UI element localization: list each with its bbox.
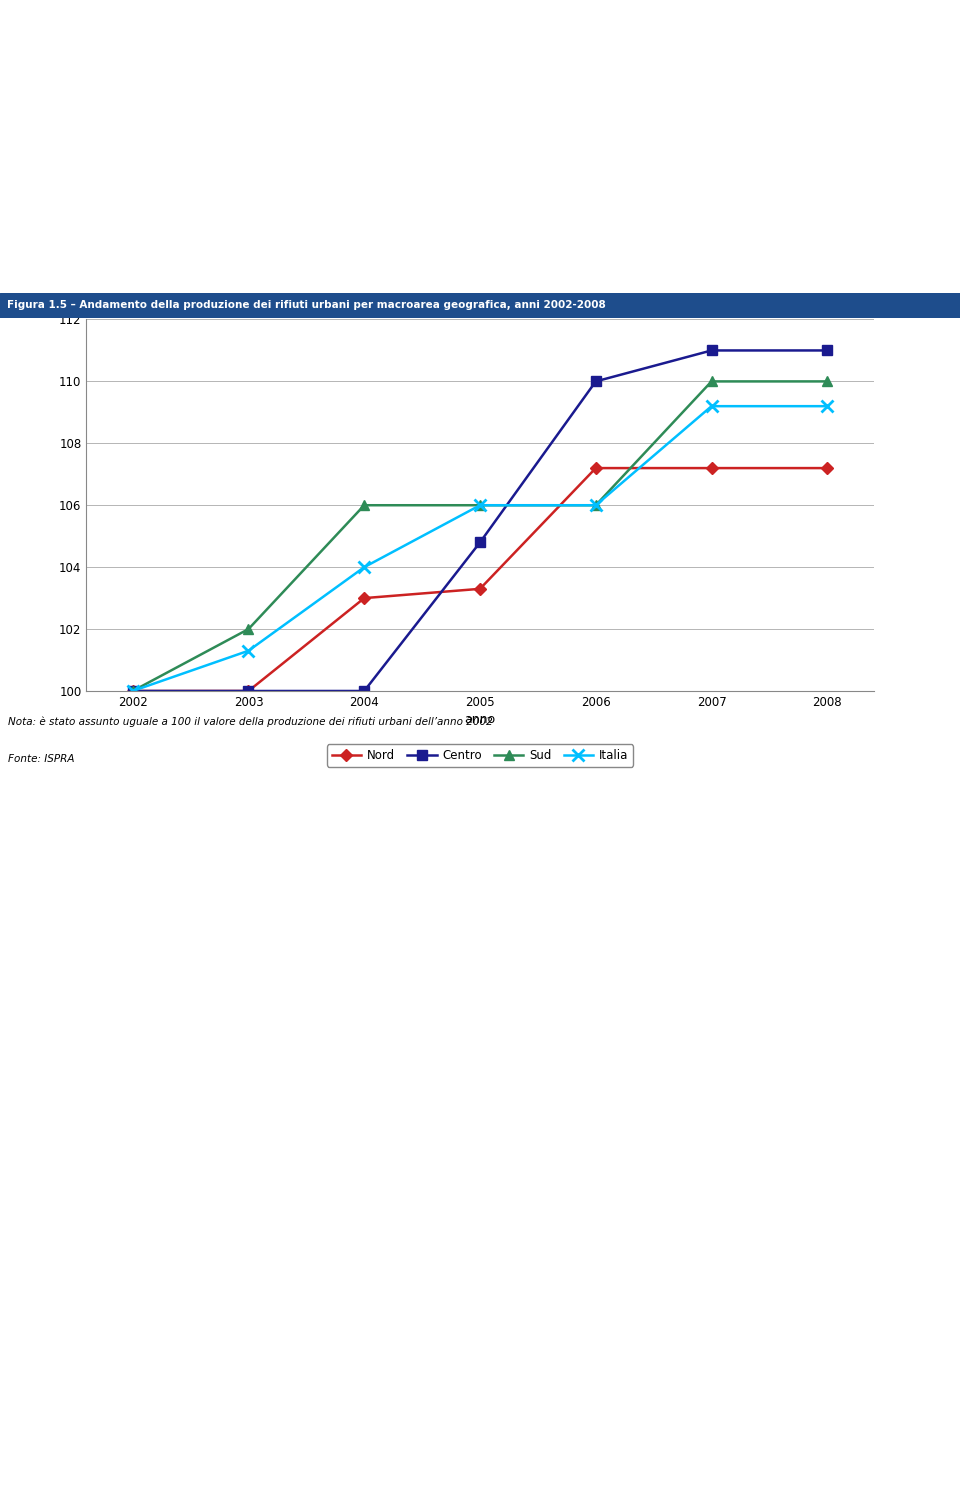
X-axis label: anno: anno [465,713,495,727]
Text: Figura 1.5 – Andamento della produzione dei rifiuti urbani per macroarea geograf: Figura 1.5 – Andamento della produzione … [7,300,606,311]
Text: Fonte: ISPRA: Fonte: ISPRA [9,755,75,764]
Text: Nota: è stato assunto uguale a 100 il valore della produzione dei rifiuti urbani: Nota: è stato assunto uguale a 100 il va… [9,716,493,728]
Legend: Nord, Centro, Sud, Italia: Nord, Centro, Sud, Italia [327,744,633,767]
